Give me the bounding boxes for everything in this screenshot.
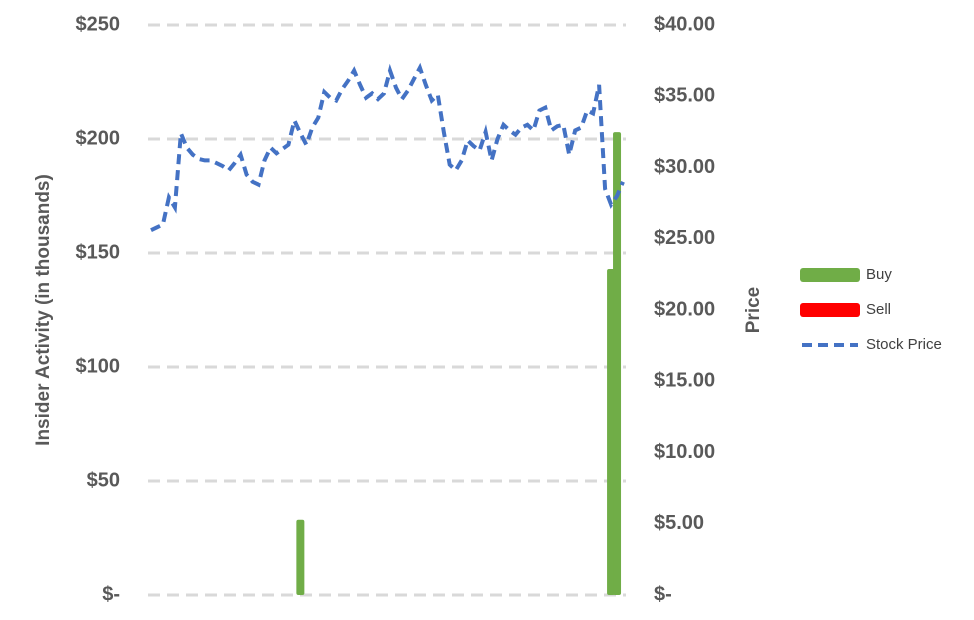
y2-tick-label: $5.00 (654, 512, 704, 534)
y-tick-label: $100 (76, 355, 121, 377)
y2-tick-label: $35.00 (654, 85, 715, 107)
bar (296, 519, 305, 595)
y2-axis-title: Price (743, 287, 764, 333)
y-tick-label: $200 (76, 127, 121, 149)
price-line (150, 62, 625, 233)
y-tick-label: $250 (76, 13, 121, 35)
y-tick-label: $50 (87, 469, 120, 491)
y2-tick-label: $- (654, 583, 672, 605)
y-axis-title: Insider Activity (in thousands) (33, 174, 54, 446)
y2-tick-label: $20.00 (654, 298, 715, 320)
y2-tick-label: $15.00 (654, 370, 715, 392)
y2-tick-label: $30.00 (654, 156, 715, 178)
bar (613, 132, 622, 595)
legend-label: Buy (866, 266, 892, 283)
legend-label: Sell (866, 301, 891, 318)
y-tick-label: $- (102, 583, 120, 605)
y2-tick-label: $10.00 (654, 441, 715, 463)
y2-tick-label: $25.00 (654, 227, 715, 249)
legend-swatch (800, 268, 860, 282)
y-tick-label: $150 (76, 241, 121, 263)
legend-swatch (800, 303, 860, 317)
legend-label: Stock Price (866, 336, 942, 353)
y2-tick-label: $40.00 (654, 13, 715, 35)
